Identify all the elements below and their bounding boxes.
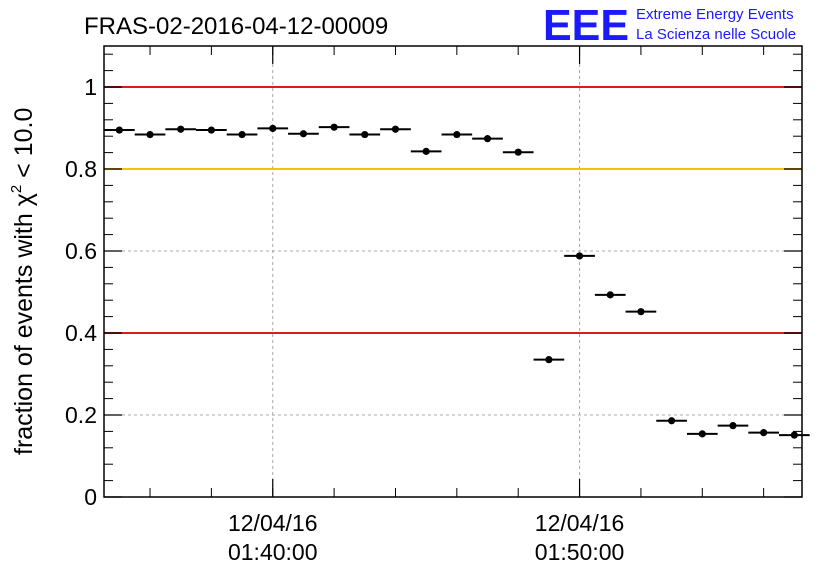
data-point-marker — [483, 135, 492, 143]
plot-frame — [103, 45, 803, 498]
y-axis-label-sup: 2 — [8, 185, 25, 193]
y-tick-label: 0.6 — [65, 238, 97, 264]
data-point — [288, 130, 319, 138]
eee-logo-line1: Extreme Energy Events — [636, 6, 794, 23]
data-point-marker — [361, 130, 369, 139]
eee-logo-line2: La Scienza nelle Scuole — [636, 26, 796, 43]
data-point-marker — [545, 356, 553, 364]
data-point-marker — [207, 126, 215, 134]
data-point — [257, 124, 289, 133]
data-point-marker — [729, 422, 737, 430]
data-point — [564, 252, 595, 260]
x-tick-label-date: 12/04/16 — [228, 510, 318, 536]
grid-layer — [104, 46, 802, 497]
data-point — [625, 308, 657, 316]
data-point-marker — [146, 130, 154, 139]
data-point-marker — [514, 148, 522, 156]
data-point — [778, 431, 810, 439]
eee-logo-mark: EEE — [543, 1, 629, 50]
data-point-marker — [637, 308, 645, 316]
data-point-marker — [177, 125, 185, 133]
data-point-marker — [575, 252, 584, 260]
axis-ticks — [104, 46, 802, 498]
y-tick-label: 1 — [84, 74, 97, 100]
data-point-marker — [790, 431, 798, 439]
reference-lines — [104, 86, 802, 334]
data-point-marker — [606, 291, 614, 299]
data-point-marker — [269, 124, 277, 133]
y-axis-label-tail: < 10.0 — [10, 108, 38, 185]
data-point — [349, 130, 381, 139]
eee-logo: EEE Extreme Energy Events La Scienza nel… — [543, 1, 796, 50]
data-point — [502, 148, 534, 156]
x-tick-label-time: 01:50:00 — [535, 539, 625, 565]
data-point-marker — [299, 130, 308, 138]
data-point-marker — [760, 429, 768, 437]
tick-labels: 0 0.2 0.4 0.6 0.8 1 12/04/16 01:40:00 12/04/16 01… — [65, 74, 624, 565]
data-point — [410, 147, 442, 155]
chart-title: FRAS-02-2016-04-12-00009 — [84, 13, 388, 40]
y-tick-label: 0.8 — [65, 156, 97, 182]
data-point — [686, 430, 718, 438]
data-point — [472, 135, 503, 143]
data-point — [134, 130, 166, 139]
data-point — [748, 429, 779, 437]
data-point-marker — [668, 417, 676, 425]
data-point — [656, 417, 687, 425]
x-tick-label-date: 12/04/16 — [535, 510, 625, 536]
y-axis-label-main: fraction of events with χ — [10, 193, 38, 455]
data-point-marker — [238, 130, 246, 139]
data-point — [594, 291, 626, 299]
data-point-marker — [391, 125, 400, 133]
data-point — [441, 130, 473, 139]
data-point — [104, 126, 135, 134]
y-tick-label: 0.4 — [65, 320, 97, 346]
y-tick-label: 0.2 — [65, 402, 97, 428]
data-point — [533, 356, 565, 364]
data-point — [226, 130, 258, 139]
data-point-marker — [115, 126, 123, 134]
data-point — [717, 422, 749, 430]
data-point-marker — [453, 130, 461, 139]
data-points — [104, 123, 810, 439]
data-point-marker — [330, 123, 338, 131]
y-axis-label: fraction of events with χ2 < 10.0 — [8, 108, 38, 455]
data-point-marker — [698, 430, 706, 438]
y-tick-label: 0 — [84, 484, 97, 510]
data-point — [318, 123, 350, 131]
data-point-marker — [422, 147, 430, 155]
data-point — [380, 125, 411, 133]
data-point — [196, 126, 227, 134]
x-tick-label-time: 01:40:00 — [228, 539, 318, 565]
data-point — [165, 125, 197, 133]
